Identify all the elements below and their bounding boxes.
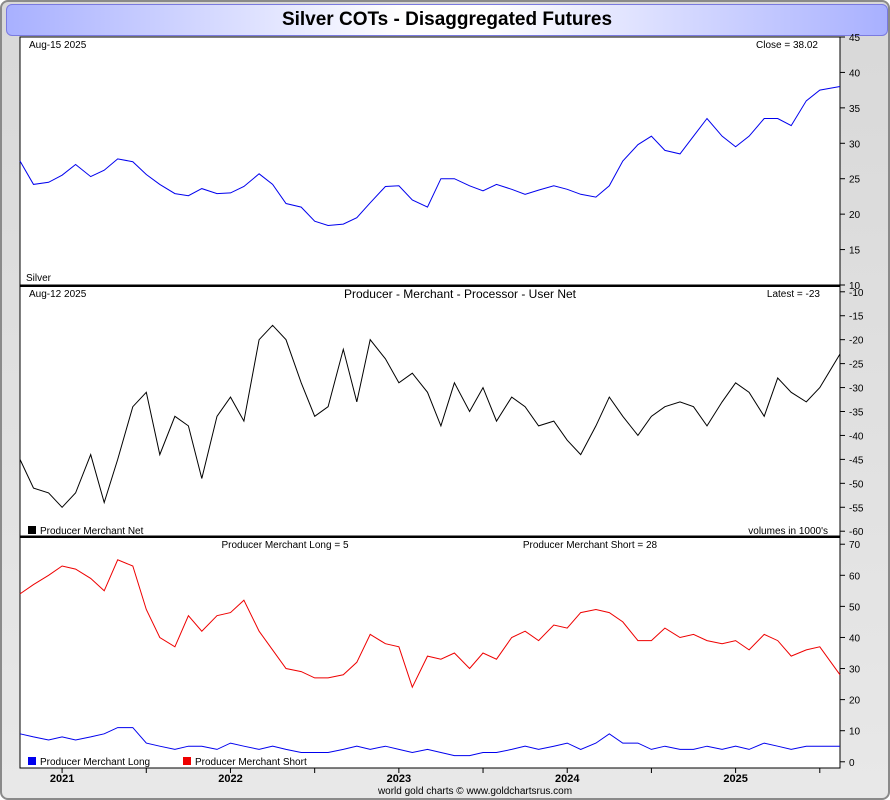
price-series-line [19, 86, 841, 227]
price-panel [19, 36, 841, 286]
y-tick-label: -60 [849, 527, 864, 538]
x-tick-label: 2022 [218, 773, 242, 785]
volumes-note: volumes in 1000's [748, 526, 828, 537]
y-tick-label: 20 [849, 696, 861, 707]
y-tick-label: 10 [849, 281, 861, 292]
long-legend-label: Producer Merchant Long [40, 757, 150, 768]
net-series-line [19, 324, 841, 509]
y-tick-label: 50 [849, 602, 861, 613]
y-tick-label: -55 [849, 503, 864, 514]
x-tick-label: 2023 [387, 773, 411, 785]
y-tick-label: 35 [849, 104, 861, 115]
title-bar: Silver COTs - Disaggregated Futures [6, 4, 888, 36]
long-legend-swatch [28, 757, 36, 765]
y-tick-label: 25 [849, 175, 861, 186]
y-tick-label: 40 [849, 633, 861, 644]
y-tick-label: -20 [849, 336, 864, 347]
price-series-label: Silver [26, 273, 52, 284]
y-tick-label: 10 [849, 727, 861, 738]
y-tick-label: -50 [849, 479, 864, 490]
net-date-label: Aug-12 2025 [29, 289, 87, 300]
net-panel-title: Producer - Merchant - Processor - User N… [344, 287, 577, 301]
short-series-line [19, 559, 841, 689]
y-tick-label: -30 [849, 384, 864, 395]
short-legend-label: Producer Merchant Short [195, 757, 307, 768]
x-tick-label: 2024 [555, 773, 580, 785]
short-value-label: Producer Merchant Short = 28 [523, 540, 658, 551]
net-latest-label: Latest = -23 [767, 289, 821, 300]
y-tick-label: -15 [849, 312, 864, 323]
net-panel [19, 285, 841, 537]
x-tick-label: 2025 [723, 773, 747, 785]
short-legend-swatch [183, 757, 191, 765]
footer-credit: world gold charts © www.goldchartsrus.co… [377, 786, 572, 797]
price-close-label: Close = 38.02 [756, 40, 818, 51]
y-tick-label: 30 [849, 139, 861, 150]
y-tick-label: 30 [849, 665, 861, 676]
y-tick-label: -25 [849, 360, 864, 371]
net-legend-label: Producer Merchant Net [40, 526, 144, 537]
y-tick-label: -10 [849, 288, 864, 299]
y-tick-label: 15 [849, 246, 861, 257]
y-tick-label: 40 [849, 68, 861, 79]
y-tick-label: -35 [849, 408, 864, 419]
long-value-label: Producer Merchant Long = 5 [221, 540, 348, 551]
y-tick-label: 45 [849, 33, 861, 44]
y-tick-label: 70 [849, 540, 861, 551]
long-series-line [19, 727, 840, 757]
y-tick-label: 20 [849, 210, 861, 221]
long-short-panel [19, 536, 841, 769]
price-date-label: Aug-15 2025 [29, 40, 87, 51]
x-tick-label: 2021 [50, 773, 74, 785]
y-tick-label: -40 [849, 431, 864, 442]
chart-title: Silver COTs - Disaggregated Futures [281, 9, 613, 30]
net-legend-swatch [28, 526, 36, 534]
y-tick-label: 0 [849, 758, 855, 769]
y-tick-label: -45 [849, 455, 864, 466]
y-tick-label: 60 [849, 571, 861, 582]
